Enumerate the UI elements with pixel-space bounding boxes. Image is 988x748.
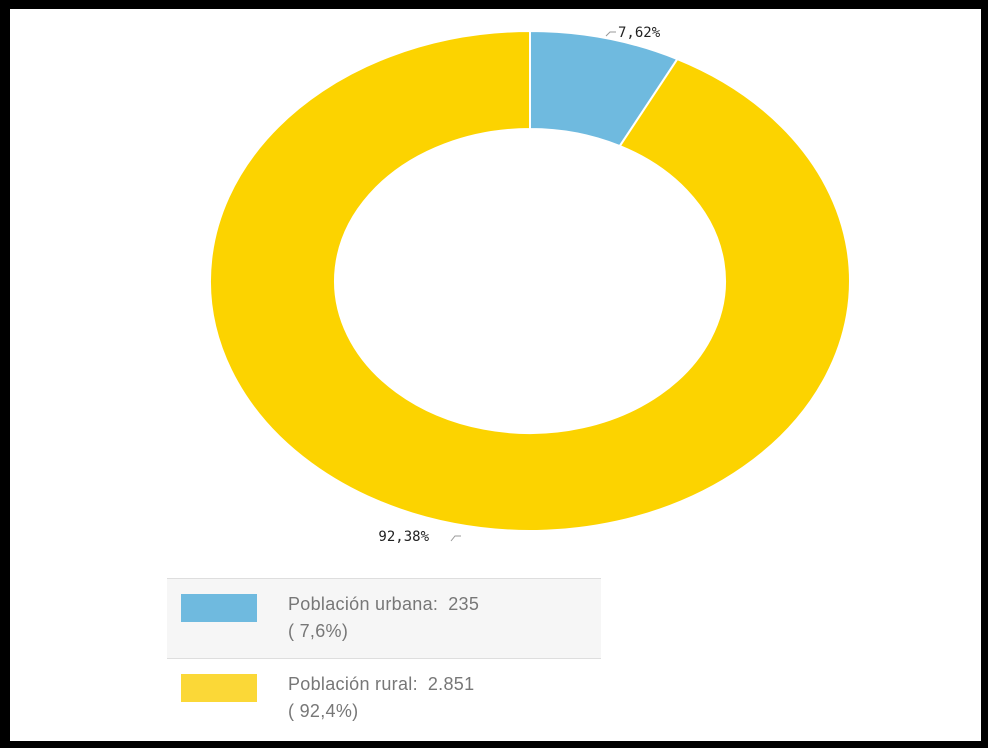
slice-label-urban: 7,62% xyxy=(618,25,661,41)
legend-swatch-rural xyxy=(181,674,257,702)
legend-item-rural[interactable]: Población rural: 2.851 ( 92,4%) xyxy=(167,658,601,738)
slice-label-rural-connector xyxy=(450,535,461,542)
legend-label: Población rural: xyxy=(288,674,418,694)
legend-percent: ( 7,6%) xyxy=(288,621,349,641)
slice-label-urban-connector xyxy=(605,31,616,37)
legend-percent: ( 92,4%) xyxy=(288,701,359,721)
legend-item-urban[interactable]: Población urbana: 235 ( 7,6%) xyxy=(167,578,601,658)
legend-label: Población urbana: xyxy=(288,594,439,614)
slice-rural[interactable] xyxy=(209,29,851,532)
donut-chart: 7,62% 92,38% xyxy=(209,25,851,545)
legend-swatch-urban xyxy=(181,594,257,622)
legend: Población urbana: 235 ( 7,6%) Población r… xyxy=(167,578,601,741)
legend-text-urban: Población urbana: 235 ( 7,6%) xyxy=(288,591,479,645)
legend-value: 2.851 xyxy=(427,674,475,694)
chart-frame: 7,62% 92,38% Población urbana: 235 ( 7,6%)… xyxy=(10,9,981,741)
legend-value: 235 xyxy=(448,594,480,614)
slice-label-rural: 92,38% xyxy=(378,529,429,545)
legend-text-rural: Población rural: 2.851 ( 92,4%) xyxy=(288,671,474,725)
